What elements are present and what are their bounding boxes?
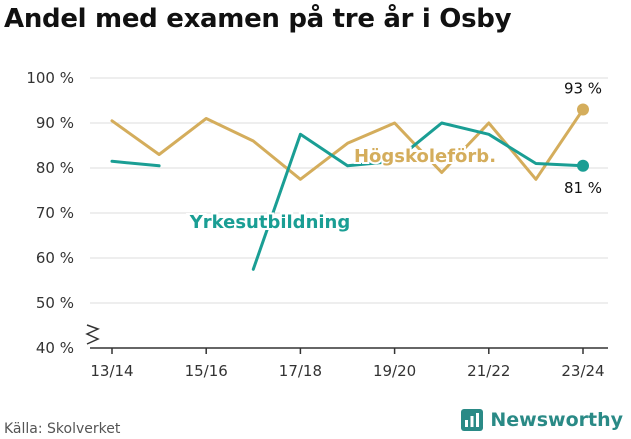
x-tick-label: 15/16 — [185, 362, 228, 380]
end-value-label: 93 % — [564, 80, 602, 98]
x-axis: 13/14 15/16 17/18 19/20 21/22 23/24 — [90, 347, 608, 380]
y-tick-label: 80 % — [36, 159, 74, 177]
x-tick-label: 23/24 — [561, 362, 604, 380]
x-tick-label: 13/14 — [90, 362, 133, 380]
end-point-marker — [577, 103, 589, 116]
chart-title: Andel med examen på tre år i Osby — [4, 4, 512, 34]
end-value-label: 81 % — [564, 179, 602, 197]
brand-logo: Newsworthy — [460, 408, 623, 432]
x-tick-label: 19/20 — [373, 362, 416, 380]
end-point-marker — [577, 159, 589, 172]
series-lines — [110, 103, 589, 271]
y-tick-label: 60 % — [36, 249, 74, 267]
brand-name: Newsworthy — [490, 409, 623, 431]
series-name-label: Yrkesutbildning — [189, 212, 351, 233]
line-chart: 40 % 50 % 60 % 70 % 80 % 90 % 100 % 13/14 15/16… — [26, 69, 608, 380]
series-line-hogskoleforb — [110, 108, 585, 181]
newsworthy-logo-icon — [461, 409, 484, 431]
y-tick-label: 40 % — [36, 339, 74, 357]
x-tick-label: 17/18 — [279, 362, 322, 380]
gridlines — [90, 77, 608, 304]
source-note: Källa: Skolverket — [4, 421, 121, 437]
series-line-yrkesutbildning — [110, 121, 585, 271]
y-tick-label: 90 % — [36, 114, 74, 132]
series-labels: 93 % Högskoleförb. 81 % Yrkesutbildning — [187, 80, 602, 236]
y-tick-label: 70 % — [36, 204, 74, 222]
y-axis-ticks: 40 % 50 % 60 % 70 % 80 % 90 % 100 % — [26, 69, 100, 357]
series-name-label: Högskoleförb. — [354, 146, 496, 167]
x-tick-label: 21/22 — [467, 362, 510, 380]
y-tick-label: 100 % — [26, 69, 74, 87]
axis-break-icon — [85, 324, 100, 345]
y-tick-label: 50 % — [36, 294, 74, 312]
